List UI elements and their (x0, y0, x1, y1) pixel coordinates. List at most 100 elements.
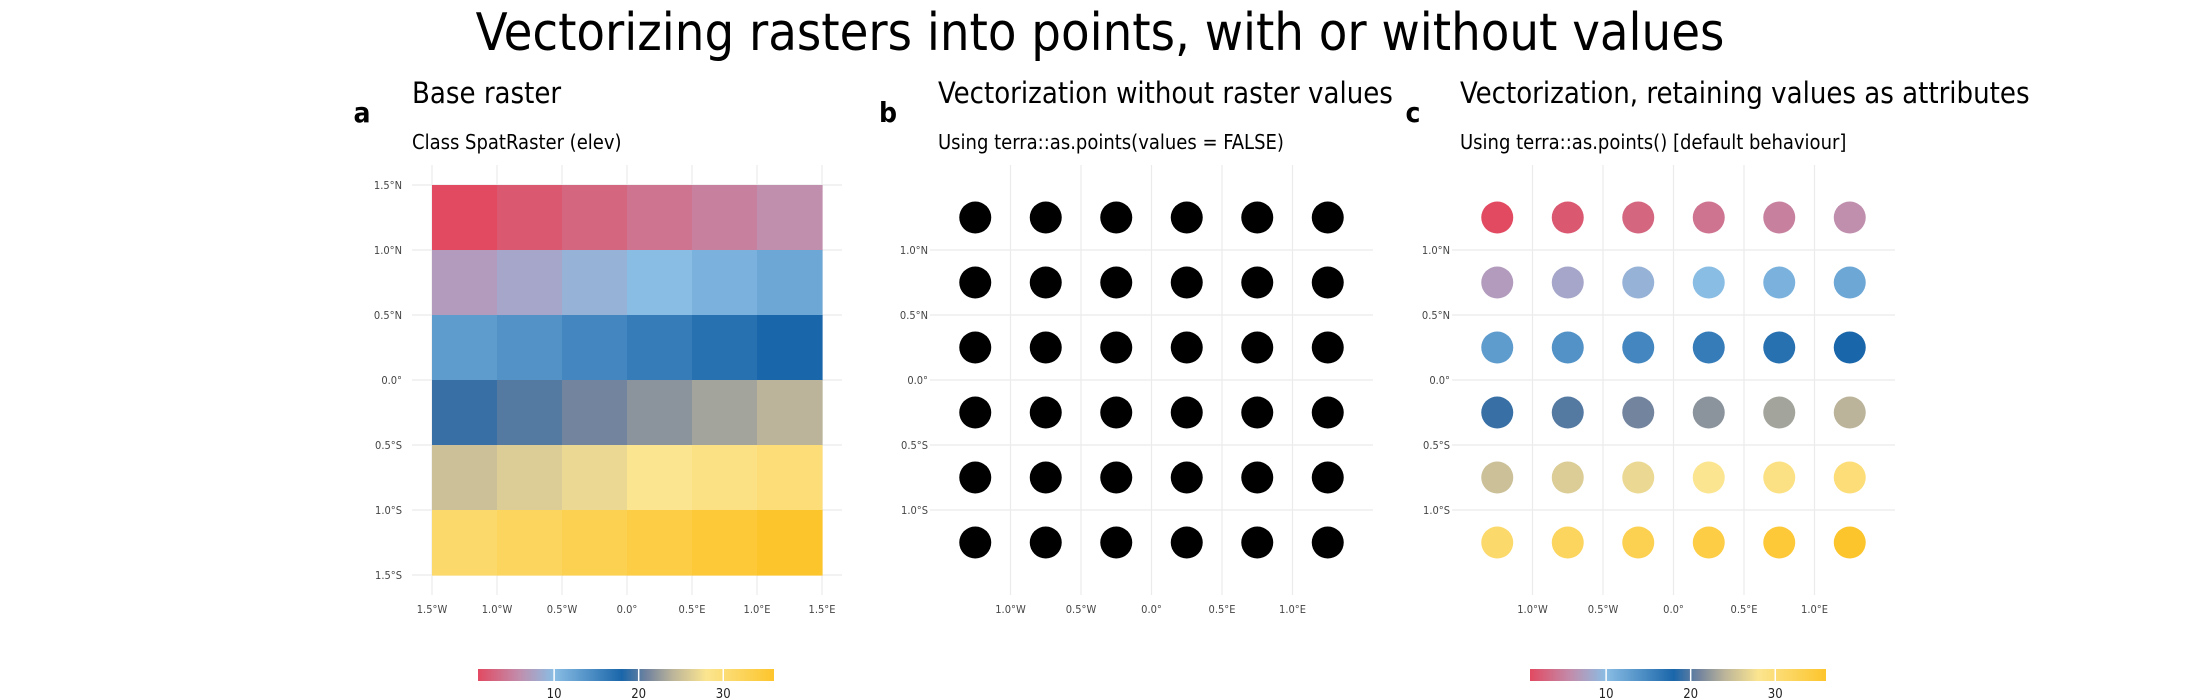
raster-cell (497, 380, 563, 446)
point (1241, 266, 1274, 299)
y-tick-label: 0.0° (907, 374, 928, 387)
point (1551, 396, 1584, 429)
point (1241, 201, 1274, 234)
panel-letter: c (1406, 96, 1421, 129)
x-tick-label: 1.0°E (1801, 603, 1828, 616)
raster-cell (757, 315, 823, 381)
point (1622, 461, 1655, 494)
raster-cell (432, 380, 498, 446)
raster-cell (432, 315, 498, 381)
y-tick-label: 0.5°N (900, 309, 928, 322)
panel-title: Vectorization without raster values (938, 76, 1393, 110)
point (1100, 396, 1133, 429)
x-tick-label: 0.0° (617, 603, 638, 616)
point (1481, 526, 1514, 559)
point (1551, 461, 1584, 494)
x-tick-label: 1.0°E (1279, 603, 1306, 616)
point (1311, 201, 1344, 234)
point (1241, 331, 1274, 364)
panel-subtitle: Using terra::as.points(values = FALSE) (938, 130, 1284, 154)
point (1100, 331, 1133, 364)
panel-subtitle: Class SpatRaster (elev) (412, 130, 622, 154)
point (1311, 396, 1344, 429)
raster-cell (432, 250, 498, 316)
point (1833, 526, 1866, 559)
point (1481, 461, 1514, 494)
point (1241, 396, 1274, 429)
point (1551, 201, 1584, 234)
point (1763, 461, 1796, 494)
y-tick-label: 1.0°S (1423, 504, 1450, 517)
point (1241, 461, 1274, 494)
point (1029, 526, 1062, 559)
panel-title: Base raster (412, 76, 561, 110)
panel-title: Vectorization, retaining values as attri… (1460, 76, 2030, 110)
point (1692, 396, 1725, 429)
point (959, 266, 992, 299)
y-tick-label: 0.5°S (1423, 439, 1450, 452)
point (1481, 396, 1514, 429)
y-tick-label: 1.0°N (374, 244, 402, 257)
point (1311, 526, 1344, 559)
point (1622, 201, 1655, 234)
x-tick-label: 0.5°W (547, 603, 578, 616)
point (1622, 396, 1655, 429)
point (1833, 266, 1866, 299)
x-tick-label: 1.0°E (744, 603, 771, 616)
colorbar-tick-label: 30 (716, 687, 731, 700)
point (1622, 526, 1655, 559)
raster-cell (757, 185, 823, 251)
point (1763, 331, 1796, 364)
point (1311, 461, 1344, 494)
point (1692, 201, 1725, 234)
point (1833, 331, 1866, 364)
point (1481, 266, 1514, 299)
y-tick-label: 0.0° (381, 374, 402, 387)
colorbar-a: 10 20 30 (478, 669, 774, 700)
figure-title: Vectorizing rasters into points, with or… (476, 3, 1725, 63)
raster-cell (497, 185, 563, 251)
y-tick-label: 1.0°N (900, 244, 928, 257)
point (1763, 396, 1796, 429)
raster-cell (562, 315, 628, 381)
point (1833, 396, 1866, 429)
raster-cell (562, 510, 628, 576)
point (1170, 331, 1203, 364)
point (1763, 526, 1796, 559)
raster-cell (497, 445, 563, 511)
point (1833, 461, 1866, 494)
y-tick-label: 0.5°N (1422, 309, 1450, 322)
point (1763, 201, 1796, 234)
raster-cell (757, 380, 823, 446)
point (959, 526, 992, 559)
point (1100, 266, 1133, 299)
raster-cell (757, 250, 823, 316)
colorbar-tick-label: 10 (1599, 687, 1614, 700)
raster-cell (627, 380, 693, 446)
colorbar-bar (1530, 669, 1826, 681)
raster-cell (692, 510, 758, 576)
point (1692, 461, 1725, 494)
raster-cell (692, 315, 758, 381)
colorbar-c: 10 20 30 (1530, 669, 1826, 700)
raster-cell (692, 445, 758, 511)
y-tick-label: 1.5°N (374, 179, 402, 192)
panel-subtitle: Using terra::as.points() [default behavi… (1460, 130, 1846, 154)
point (1100, 461, 1133, 494)
point (1170, 526, 1203, 559)
raster-cell (562, 250, 628, 316)
raster-cell (627, 250, 693, 316)
raster-cell (757, 510, 823, 576)
point (959, 201, 992, 234)
point (1481, 201, 1514, 234)
x-tick-label: 0.5°E (1731, 603, 1758, 616)
point (1170, 266, 1203, 299)
point (1029, 266, 1062, 299)
point (1692, 526, 1725, 559)
point (959, 396, 992, 429)
point (1170, 461, 1203, 494)
point (1311, 266, 1344, 299)
panel-b: b Vectorization without raster values Usin… (879, 76, 1393, 616)
point (1833, 201, 1866, 234)
x-tick-label: 0.5°E (679, 603, 706, 616)
